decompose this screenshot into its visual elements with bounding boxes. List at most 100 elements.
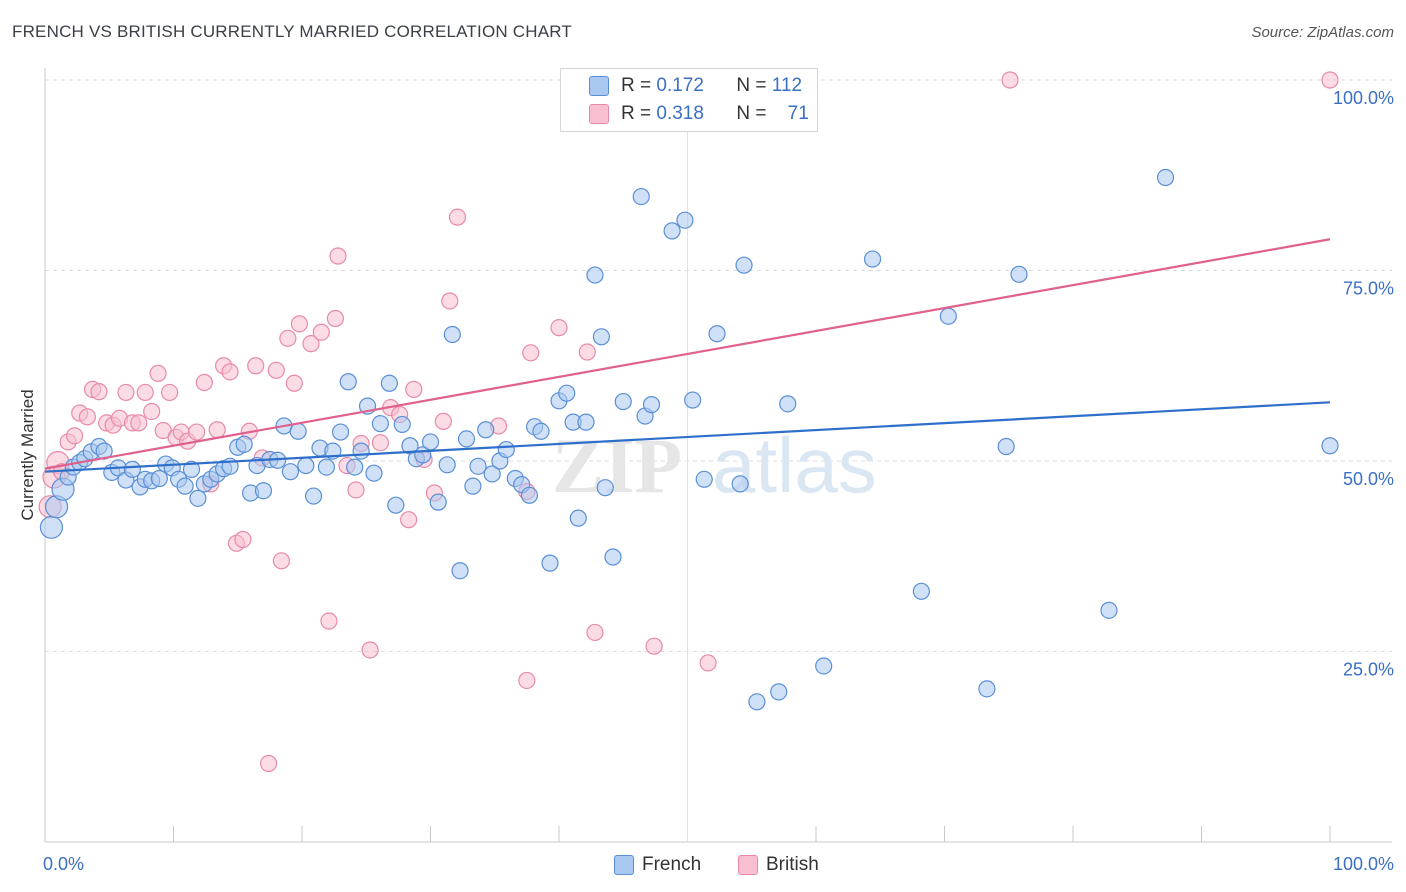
- bottom-legend-british-label: British: [766, 854, 819, 875]
- french-point: [289, 422, 307, 440]
- british-point: [320, 612, 338, 630]
- legend-n-label: N =: [736, 103, 767, 124]
- british-point: [90, 383, 108, 401]
- french-point: [604, 548, 622, 566]
- french-point: [380, 374, 398, 392]
- french-point: [352, 442, 370, 460]
- british-point: [65, 427, 84, 445]
- french-point: [997, 437, 1015, 456]
- french-point: [1321, 437, 1339, 455]
- legend-n-label: N =: [736, 75, 767, 96]
- french-point: [443, 325, 461, 344]
- british-point: [699, 654, 717, 672]
- british-swatch: [738, 855, 758, 875]
- french-point: [779, 395, 797, 413]
- french-point: [387, 496, 405, 514]
- tick-labels: 25.0% 50.0% 75.0% 100.0% 0.0% 100.0%: [43, 88, 1394, 874]
- french-point: [438, 456, 456, 474]
- british-point: [78, 408, 97, 426]
- legend-r-value: 0.172: [656, 75, 704, 96]
- british-point: [279, 329, 297, 347]
- legend-r-label: R =: [621, 103, 652, 124]
- french-point: [939, 307, 957, 325]
- french-point: [451, 562, 469, 580]
- british-point: [247, 357, 265, 375]
- french-point: [393, 415, 411, 434]
- british-point: [550, 319, 568, 337]
- british-point: [117, 383, 135, 402]
- french-point: [1100, 601, 1118, 619]
- french-swatch: [589, 76, 609, 96]
- trend-lines: [44, 238, 1331, 473]
- french-point: [317, 458, 336, 476]
- legend-r-label: R =: [621, 75, 652, 96]
- axes: [44, 68, 1392, 843]
- british-point: [149, 364, 167, 382]
- french-point: [863, 250, 882, 268]
- french-point: [532, 422, 550, 440]
- french-point: [365, 464, 383, 482]
- watermark-zip: ZIP: [552, 422, 682, 509]
- correlation-legend: R = 0.172 N = 112 R = 0.318 N = 71: [560, 68, 818, 132]
- british-point: [259, 754, 278, 773]
- british-point: [578, 343, 596, 361]
- french-point: [297, 456, 315, 475]
- french-point: [695, 470, 713, 488]
- french-point: [684, 391, 702, 409]
- british-point: [347, 481, 365, 499]
- french-point: [371, 415, 389, 433]
- legend-n-value: 71: [787, 103, 809, 124]
- british-point: [518, 671, 536, 690]
- gridlines: [45, 79, 1392, 652]
- french-point: [339, 373, 357, 391]
- french-point: [331, 423, 350, 441]
- french-point: [520, 486, 539, 504]
- french-point: [708, 325, 726, 343]
- french-point: [421, 433, 440, 451]
- bottom-legend-french: French: [614, 852, 701, 878]
- british-point: [208, 421, 226, 439]
- y-tick-label: 100.0%: [1333, 88, 1394, 108]
- french-point: [497, 440, 515, 459]
- french-point: [464, 477, 482, 495]
- british-point: [434, 412, 452, 430]
- french-point: [586, 266, 604, 284]
- french-point: [569, 509, 587, 527]
- french-point: [642, 396, 661, 414]
- chart-title: FRENCH VS BRITISH CURRENTLY MARRIED CORR…: [12, 22, 573, 41]
- british-point: [272, 552, 291, 570]
- french-point: [483, 465, 501, 483]
- french-point: [469, 457, 487, 475]
- french-point: [477, 421, 495, 439]
- british-point: [371, 434, 389, 452]
- british-point: [441, 292, 459, 310]
- british-point: [400, 511, 418, 529]
- british-point: [221, 363, 239, 381]
- x-tick-label-min: 0.0%: [43, 854, 84, 874]
- bottom-legend-french-label: French: [642, 854, 702, 875]
- bottom-legend-british: British: [738, 852, 819, 878]
- french-swatch: [614, 855, 634, 875]
- french-points: [39, 168, 1339, 711]
- french-point: [189, 489, 207, 507]
- y-tick-label: 50.0%: [1343, 469, 1394, 489]
- french-point: [39, 515, 64, 539]
- french-point: [731, 475, 749, 493]
- british-trend-line: [44, 238, 1331, 470]
- french-point: [558, 384, 576, 402]
- british-point: [161, 383, 179, 402]
- french-point: [182, 460, 201, 478]
- british-point: [130, 414, 148, 432]
- french-point: [1156, 168, 1175, 187]
- british-point: [329, 247, 347, 265]
- french-point: [235, 435, 253, 453]
- british-points: [38, 71, 1339, 773]
- british-point: [143, 402, 161, 421]
- british-point: [302, 335, 320, 353]
- british-point: [312, 323, 330, 341]
- french-point: [748, 693, 766, 711]
- british-point: [645, 637, 663, 655]
- french-point: [676, 211, 694, 229]
- british-point: [285, 374, 303, 392]
- british-point: [1321, 71, 1339, 89]
